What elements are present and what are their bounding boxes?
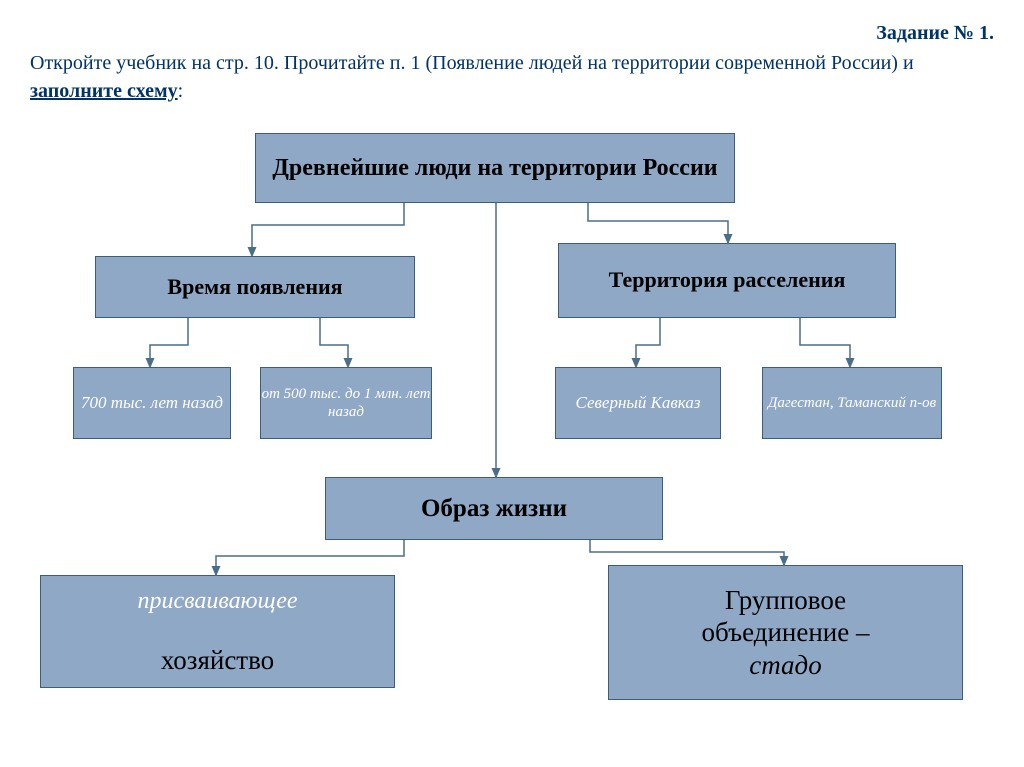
connector-4 xyxy=(320,318,348,367)
node-terr2: Дагестан, Таманский п-ов xyxy=(762,367,942,439)
node-time2: от 500 тыс. до 1 млн. лет назад xyxy=(260,367,432,439)
node-time: Время появления xyxy=(95,256,415,318)
node-life1: присваивающеехозяйство xyxy=(40,575,395,688)
connector-1 xyxy=(588,203,728,243)
connector-3 xyxy=(150,318,188,367)
node-terr: Территория расселения xyxy=(558,243,896,318)
node-life2: Групповоеобъединение –стадо xyxy=(608,565,963,700)
connector-0 xyxy=(252,203,404,256)
connector-6 xyxy=(800,318,850,367)
node-root: Древнейшие люди на территории России xyxy=(255,133,735,203)
connector-8 xyxy=(590,540,784,565)
connector-5 xyxy=(636,318,660,367)
connector-7 xyxy=(216,540,404,575)
node-life: Образ жизни xyxy=(325,477,663,540)
node-time1: 700 тыс. лет назад xyxy=(73,367,231,439)
node-terr1: Северный Кавказ xyxy=(555,367,721,439)
